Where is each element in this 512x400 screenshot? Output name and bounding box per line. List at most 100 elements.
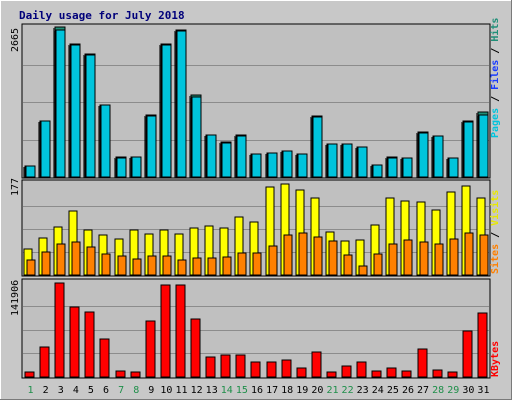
bar-files-day-21 bbox=[327, 143, 338, 178]
bar-files-day-12 bbox=[191, 96, 202, 178]
bar-files-day-22 bbox=[342, 143, 353, 178]
day-label-9: 9 bbox=[148, 385, 154, 396]
bar-sites-day-4 bbox=[71, 241, 81, 276]
bar-sites-day-19 bbox=[298, 232, 308, 276]
bar-kbytes-day-15 bbox=[235, 354, 246, 378]
legend-kbytes-label: KBytes bbox=[490, 341, 501, 377]
day-label-16: 16 bbox=[251, 385, 263, 396]
bar-files-day-31 bbox=[478, 114, 489, 178]
bar-files-day-16 bbox=[251, 153, 262, 178]
bar-kbytes-day-29 bbox=[447, 371, 458, 378]
bar-kbytes-day-6 bbox=[99, 338, 110, 378]
bar-kbytes-day-18 bbox=[281, 359, 292, 378]
legend-visits: Visits bbox=[489, 190, 501, 226]
bar-kbytes-day-17 bbox=[266, 361, 277, 378]
bar-files-day-27 bbox=[418, 132, 429, 178]
day-label-5: 5 bbox=[88, 385, 94, 396]
bar-kbytes-day-4 bbox=[69, 306, 80, 378]
bar-sites-day-20 bbox=[313, 236, 323, 276]
bar-kbytes-day-9 bbox=[145, 320, 156, 378]
panel-hits-files-pages: 2665 Pages / Files / Hits bbox=[10, 18, 501, 179]
bar-files-day-1 bbox=[25, 165, 36, 178]
bar-sites-day-12 bbox=[192, 257, 202, 276]
legend-sites: Sites bbox=[489, 244, 501, 274]
day-label-3: 3 bbox=[58, 385, 64, 396]
bar-files-day-18 bbox=[282, 150, 293, 178]
bar-kbytes-day-1 bbox=[24, 371, 35, 378]
bar-sites-day-27 bbox=[419, 241, 429, 276]
x-axis-day-labels: 1 2 3 4 5 6 7 8 9 10 11 12 13 14 15 16 17 18 19 20 21 22 23 24 2… bbox=[28, 385, 490, 396]
bar-files-day-4 bbox=[70, 44, 81, 178]
bar-files-day-5 bbox=[85, 54, 96, 178]
bar-kbytes-day-23 bbox=[356, 361, 367, 378]
bar-files-day-19 bbox=[297, 153, 308, 178]
bar-sites-day-29 bbox=[449, 238, 459, 276]
day-label-20: 20 bbox=[311, 385, 323, 396]
day-label-12: 12 bbox=[191, 385, 203, 396]
bar-kbytes-day-24 bbox=[371, 370, 382, 378]
bar-sites-day-3 bbox=[56, 243, 66, 276]
bar-files-day-8 bbox=[131, 156, 142, 178]
bar-files-day-2 bbox=[40, 120, 51, 178]
bar-sites-day-7 bbox=[117, 255, 127, 276]
bar-files-day-29 bbox=[448, 157, 459, 178]
legend-separator: / bbox=[490, 90, 501, 108]
bar-files-day-7 bbox=[116, 157, 127, 178]
bar-files-day-9 bbox=[146, 115, 157, 178]
day-label-7: 7 bbox=[118, 385, 124, 396]
bar-sites-day-5 bbox=[86, 246, 96, 276]
bar-kbytes-day-8 bbox=[130, 371, 141, 378]
bar-files-day-11 bbox=[176, 30, 187, 178]
day-label-25: 25 bbox=[387, 385, 399, 396]
bar-kbytes-day-22 bbox=[341, 365, 352, 378]
day-label-2: 2 bbox=[43, 385, 49, 396]
bar-kbytes-day-13 bbox=[205, 356, 216, 378]
bar-kbytes-day-5 bbox=[84, 311, 95, 378]
bar-files-day-14 bbox=[221, 142, 232, 178]
bar-files-day-17 bbox=[267, 152, 278, 178]
bar-sites-day-2 bbox=[41, 251, 51, 276]
legend-separator: / bbox=[490, 226, 501, 244]
day-label-24: 24 bbox=[372, 385, 384, 396]
bar-kbytes-day-27 bbox=[417, 348, 428, 378]
panel-visits-sites: 177 Sites / Visits bbox=[10, 178, 501, 277]
bar-sites-day-9 bbox=[147, 255, 157, 276]
panel-bars bbox=[23, 183, 489, 276]
bar-sites-day-23 bbox=[358, 265, 368, 276]
bar-kbytes-day-16 bbox=[250, 361, 261, 378]
bar-sites-day-21 bbox=[328, 240, 338, 276]
bar-kbytes-day-3 bbox=[54, 282, 65, 378]
bar-sites-day-1 bbox=[26, 259, 36, 276]
day-label-11: 11 bbox=[175, 385, 187, 396]
bar-sites-day-28 bbox=[434, 243, 444, 276]
bar-sites-day-10 bbox=[162, 255, 172, 276]
bar-kbytes-day-30 bbox=[462, 330, 473, 378]
bar-sites-day-31 bbox=[479, 234, 489, 276]
day-label-10: 10 bbox=[160, 385, 172, 396]
bar-sites-day-22 bbox=[343, 254, 353, 276]
bar-sites-day-26 bbox=[403, 239, 413, 276]
day-label-8: 8 bbox=[133, 385, 139, 396]
legend-hits: Hits bbox=[489, 18, 501, 42]
bar-files-day-24 bbox=[372, 164, 383, 178]
bar-kbytes-day-28 bbox=[432, 369, 443, 378]
bar-kbytes-day-26 bbox=[401, 370, 412, 378]
chart-title: Daily usage for July 2018 bbox=[19, 9, 185, 22]
bar-sites-day-15 bbox=[237, 252, 247, 276]
legend-kbytes: KBytes bbox=[490, 341, 501, 377]
day-label-29: 29 bbox=[447, 385, 459, 396]
bar-kbytes-day-10 bbox=[160, 284, 171, 378]
day-label-14: 14 bbox=[221, 385, 233, 396]
y-max-label: 141906 bbox=[10, 280, 21, 316]
bar-files-day-15 bbox=[236, 135, 247, 178]
legend-files: Files bbox=[489, 60, 501, 90]
bar-kbytes-day-21 bbox=[326, 371, 337, 378]
bar-sites-day-8 bbox=[132, 258, 142, 276]
day-label-23: 23 bbox=[357, 385, 369, 396]
bar-sites-day-11 bbox=[177, 259, 187, 276]
bar-files-day-23 bbox=[357, 146, 368, 178]
bar-sites-day-30 bbox=[464, 232, 474, 276]
bar-kbytes-day-31 bbox=[477, 312, 488, 378]
day-label-22: 22 bbox=[342, 385, 354, 396]
